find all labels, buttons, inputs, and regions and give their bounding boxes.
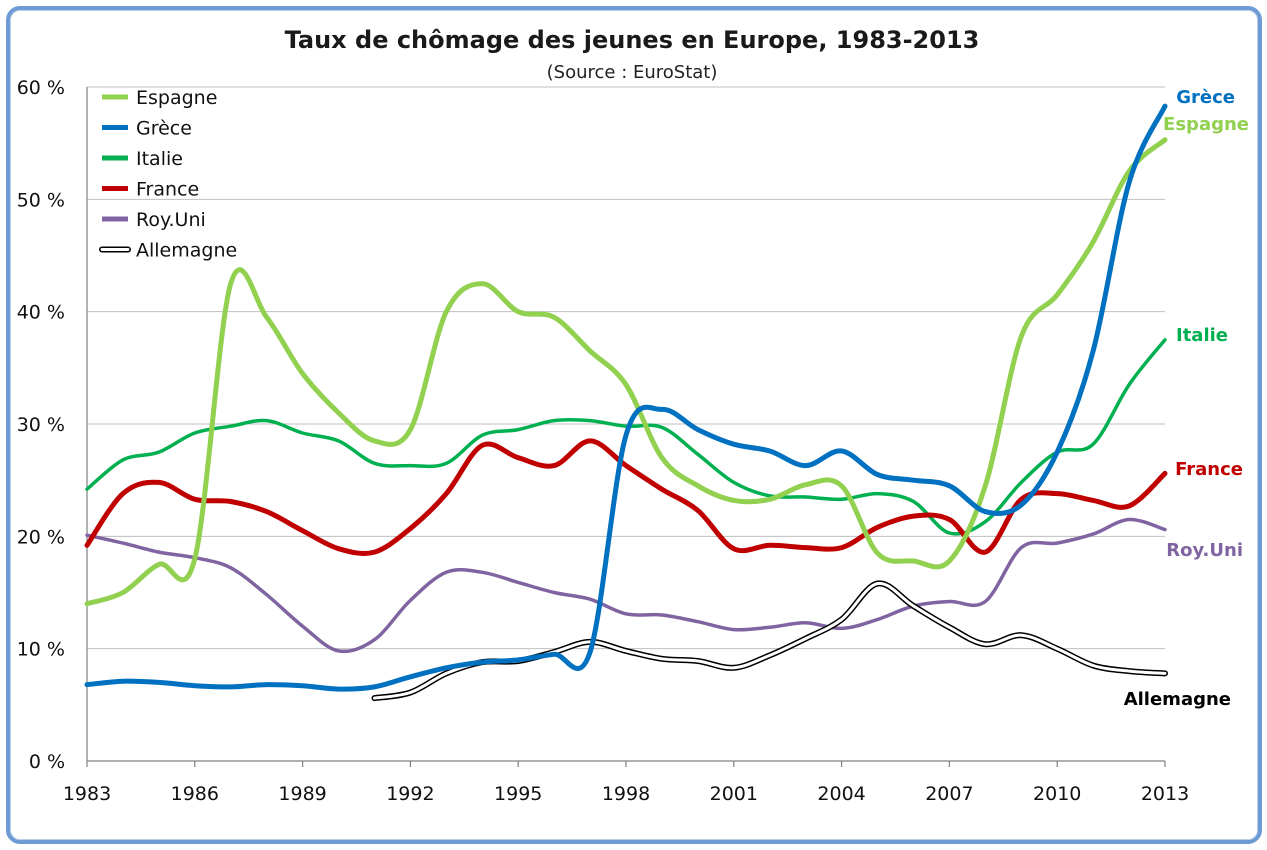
y-tick-label: 50 %: [17, 189, 65, 211]
legend-label-allemagne: Allemagne: [136, 240, 237, 262]
end-label-france: France: [1175, 459, 1243, 480]
legend-label-roy-uni: Roy.Uni: [136, 209, 206, 231]
end-label-italie: Italie: [1176, 325, 1228, 346]
series-line-france: [84, 438, 1168, 556]
x-tick-label: 1998: [602, 783, 650, 805]
end-label-roy-uni: Roy.Uni: [1166, 540, 1243, 561]
legend-label-france: France: [136, 179, 199, 201]
y-tick-label: 20 %: [17, 526, 65, 548]
end-label-allemagne: Allemagne: [1124, 689, 1231, 710]
gridlines: [87, 86, 1165, 650]
y-tick-label: 10 %: [17, 639, 65, 661]
end-label-gr-ce: Grèce: [1176, 87, 1235, 108]
y-tick-label: 0 %: [29, 751, 65, 773]
end-labels: Espagne Grèce Italie France Roy.Uni Allemagne: [1124, 87, 1249, 710]
x-tick-label: 2007: [925, 783, 973, 805]
x-tick-label: 1983: [63, 783, 111, 805]
x-tick-label: 1989: [278, 783, 326, 805]
legend-label-gr-ce: Grèce: [136, 118, 192, 140]
x-tick-label: 2013: [1141, 783, 1189, 805]
series-line-roy-uni: [85, 517, 1167, 654]
x-tick-labels: 1983 1986 1989 1992 1995 1998 2001 2004 2007 2010…: [63, 761, 1189, 805]
x-tick-label: 1986: [171, 783, 219, 805]
series-line-gr-ce: [84, 103, 1168, 692]
x-tick-label: 2010: [1033, 783, 1081, 805]
legend-label-italie: Italie: [136, 148, 183, 170]
y-tick-label: 60 %: [17, 77, 65, 99]
x-tick-label: 2004: [817, 783, 865, 805]
chart-title: Taux de chômage des jeunes en Europe, 19…: [285, 26, 980, 54]
y-tick-label: 40 %: [17, 302, 65, 324]
x-tick-label: 1995: [494, 783, 542, 805]
end-label-espagne: Espagne: [1163, 114, 1249, 135]
y-tick-labels: 0 % 10 % 20 % 30 % 40 % 50 % 60 %: [17, 77, 65, 773]
legend-label-espagne: Espagne: [136, 87, 217, 109]
legend: Espagne Grèce Italie France Roy.Uni Allemagne: [99, 87, 237, 262]
series-lines: [84, 103, 1168, 702]
y-tick-label: 30 %: [17, 414, 65, 436]
series-line-allemagne: [371, 580, 1168, 702]
x-tick-label: 1992: [386, 783, 434, 805]
series-line-espagne: [84, 137, 1168, 607]
series-line-italie: [85, 338, 1167, 536]
x-tick-label: 2001: [710, 783, 758, 805]
chart-subtitle: (Source : EuroStat): [547, 62, 718, 83]
